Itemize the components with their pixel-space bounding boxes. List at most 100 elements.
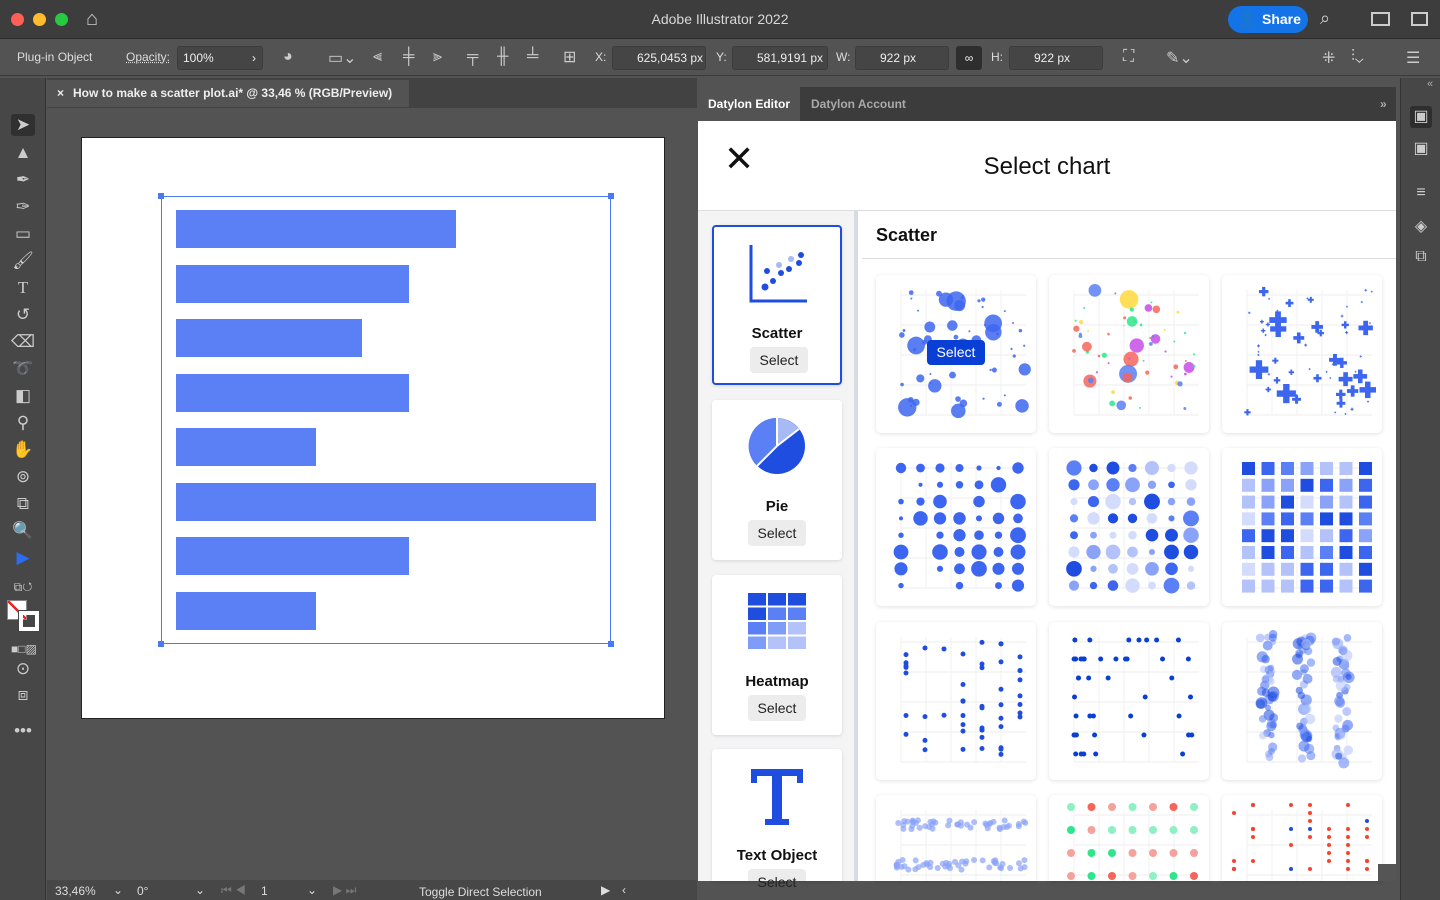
- align-top-icon[interactable]: ╤: [467, 48, 479, 65]
- scatter-template-11[interactable]: [1049, 795, 1209, 881]
- arrange-icon[interactable]: ⫶⌄: [1351, 48, 1364, 65]
- share-button[interactable]: 👤 Share: [1228, 6, 1308, 33]
- select-button[interactable]: Select: [748, 695, 806, 721]
- rectangle-tool-icon[interactable]: ▭: [14, 224, 32, 243]
- direct-selection-tool-icon[interactable]: ▲: [14, 143, 32, 162]
- workspace-icon[interactable]: [1371, 12, 1390, 26]
- distribute-icon[interactable]: ⁜: [1322, 50, 1336, 67]
- properties-icon[interactable]: ≡: [1416, 184, 1426, 201]
- recolor-icon[interactable]: ◕: [283, 48, 293, 65]
- search-icon[interactable]: ⌕: [1320, 8, 1331, 28]
- scatter-template-7[interactable]: [876, 622, 1036, 780]
- drawing-mode-icon[interactable]: ⊙: [15, 659, 31, 678]
- lasso-tool-icon[interactable]: ➰: [12, 359, 34, 378]
- zoom-level[interactable]: 33,46%: [55, 884, 96, 898]
- close-window-button[interactable]: [11, 13, 24, 26]
- puppet-warp-tool-icon[interactable]: ✋: [12, 440, 34, 459]
- w-input[interactable]: 922 px: [855, 46, 949, 70]
- stroke-color-swatch[interactable]: [18, 610, 40, 632]
- scatter-template-1[interactable]: Select: [876, 275, 1036, 433]
- select-button[interactable]: Select: [748, 869, 806, 890]
- pen-tool-icon[interactable]: ✒: [15, 170, 31, 189]
- edit-icon[interactable]: ✎⌄: [1166, 50, 1193, 67]
- reference-point-icon[interactable]: ⊞: [563, 49, 577, 66]
- artboard-number[interactable]: 1: [261, 884, 268, 898]
- type-tool-icon[interactable]: T: [17, 278, 29, 297]
- y-input[interactable]: 581,9191 px: [732, 46, 828, 70]
- opacity-label[interactable]: Opacity:: [126, 50, 171, 64]
- close-tab-icon[interactable]: ×: [57, 86, 65, 100]
- menu-list-icon[interactable]: ☰: [1406, 50, 1421, 67]
- chevron-left-icon[interactable]: ‹: [622, 883, 626, 897]
- maximize-window-button[interactable]: [55, 13, 68, 26]
- chart-type-heatmap[interactable]: Heatmap Select: [712, 575, 842, 735]
- align-middle-icon[interactable]: ╫: [497, 48, 509, 65]
- asset-export-icon[interactable]: ⧉: [1415, 248, 1427, 265]
- next-artboard-icon[interactable]: ▶ ⏭: [333, 883, 357, 897]
- align-bottom-icon[interactable]: ╧: [527, 48, 539, 65]
- scatter-template-5[interactable]: [1049, 448, 1209, 606]
- zoom-tool-icon[interactable]: 🔍: [12, 521, 34, 540]
- artboard[interactable]: [81, 137, 665, 719]
- shape-builder-tool-icon[interactable]: ⊚: [15, 467, 31, 486]
- screen-mode-icon[interactable]: ⧈: [17, 685, 29, 704]
- scatter-template-2[interactable]: [1049, 275, 1209, 433]
- layers-icon[interactable]: ◈: [1414, 218, 1428, 235]
- eraser-tool-icon[interactable]: ⌫: [11, 332, 36, 351]
- color-mode-icon[interactable]: ■□▨: [11, 642, 37, 656]
- datylon-panel-icon[interactable]: ▣: [1410, 106, 1432, 128]
- home-icon[interactable]: ⌂: [86, 8, 99, 30]
- chart-type-text-object[interactable]: Text Object Select: [712, 749, 842, 890]
- scrollbar-thumb[interactable]: [1378, 864, 1396, 881]
- scatter-template-3[interactable]: [1222, 275, 1382, 433]
- tab-datylon-account[interactable]: Datylon Account: [811, 97, 906, 111]
- chevron-right-icon[interactable]: ›: [252, 51, 256, 65]
- select-button[interactable]: Select: [748, 520, 806, 546]
- minimize-window-button[interactable]: [33, 13, 46, 26]
- curvature-tool-icon[interactable]: ✑: [15, 197, 31, 216]
- align-center-icon[interactable]: ╪: [403, 48, 415, 65]
- close-icon[interactable]: ✕: [724, 138, 755, 179]
- artboard-tool-icon[interactable]: ⧉: [16, 494, 30, 513]
- datylon-plugin-icon[interactable]: ▶: [16, 548, 30, 567]
- resize-handle[interactable]: [158, 193, 164, 199]
- resize-handle[interactable]: [608, 641, 614, 647]
- first-artboard-icon[interactable]: ⏮ ◀: [221, 883, 246, 897]
- chart-type-pie[interactable]: Pie Select: [712, 400, 842, 560]
- gradient-tool-icon[interactable]: ◧: [14, 386, 32, 405]
- more-tools-icon[interactable]: •••: [14, 721, 32, 740]
- panel-toggle-icon[interactable]: [1411, 12, 1428, 26]
- constrain-proportions-link-icon[interactable]: ∞: [956, 46, 982, 70]
- h-input[interactable]: 922 px: [1009, 46, 1103, 70]
- scatter-template-12[interactable]: [1222, 795, 1382, 881]
- scatter-template-10[interactable]: [876, 795, 1036, 881]
- document-tab[interactable]: × How to make a scatter plot.ai* @ 33,46 …: [47, 80, 409, 107]
- selection-bounding-box[interactable]: [158, 193, 614, 647]
- chart-type-scatter[interactable]: Scatter Select: [712, 225, 842, 385]
- scatter-template-8[interactable]: [1049, 622, 1209, 780]
- libraries-icon[interactable]: ▣: [1413, 140, 1429, 157]
- chevron-down-icon[interactable]: ⌄: [113, 883, 124, 897]
- align-left-icon[interactable]: ⫷: [373, 48, 383, 65]
- dock-collapse-icon[interactable]: «: [1427, 78, 1434, 90]
- resize-handle[interactable]: [608, 193, 614, 199]
- rotate-tool-icon[interactable]: ↺: [15, 305, 31, 324]
- scatter-template-6[interactable]: [1222, 448, 1382, 606]
- chevron-down-icon[interactable]: ⌄: [307, 883, 318, 897]
- align-right-icon[interactable]: ⫸: [433, 48, 443, 65]
- scatter-template-4[interactable]: [876, 448, 1036, 606]
- selection-tool-icon[interactable]: ➤: [11, 114, 35, 136]
- x-input[interactable]: 625,0453 px: [612, 46, 706, 70]
- eyedropper-tool-icon[interactable]: ⚲: [16, 413, 30, 432]
- select-button[interactable]: Select: [750, 347, 808, 373]
- document-setup-icon[interactable]: ▭⌄: [328, 50, 357, 67]
- paintbrush-tool-icon[interactable]: 🖌: [12, 251, 34, 270]
- chevron-down-icon[interactable]: ⌄: [195, 883, 206, 897]
- resize-handle[interactable]: [158, 641, 164, 647]
- select-button[interactable]: Select: [927, 340, 985, 365]
- scatter-template-9[interactable]: [1222, 622, 1382, 780]
- play-icon[interactable]: ▶: [601, 883, 611, 897]
- rotation-value[interactable]: 0°: [137, 884, 149, 898]
- tab-datylon-editor[interactable]: Datylon Editor: [698, 87, 801, 121]
- opacity-input[interactable]: 100% ›: [177, 46, 263, 70]
